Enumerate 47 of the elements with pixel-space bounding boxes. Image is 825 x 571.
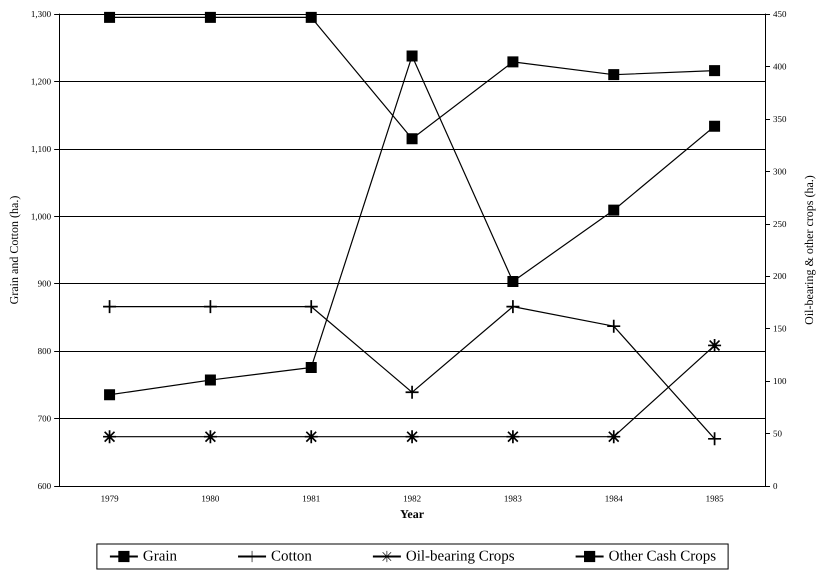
y-tick-label: 1,000 [30,211,52,222]
point [104,389,116,400]
x-tick-label: 1980 [201,494,220,504]
point [406,50,418,62]
point [306,362,317,373]
point [708,338,722,352]
y2-tick-label: 0 [773,481,778,491]
y2-tick-label: 400 [773,61,787,72]
point [709,120,720,132]
y2-tick-label: 100 [773,376,787,386]
y2-tick-label: 200 [773,271,787,282]
y-tick-label: 800 [38,346,52,356]
y-tick-label: 900 [38,278,52,289]
x-tick-label: 1981 [302,494,320,504]
y-tick-label: 1,300 [30,9,52,19]
y-tick-label: 600 [38,481,52,491]
y2-tick-label: 450 [773,9,787,19]
x-tick-label: 1985 [706,494,724,504]
y2-tick-label: 300 [773,166,787,176]
point [507,56,518,68]
x-tick-label: 1979 [100,494,120,504]
point [608,69,620,80]
point [406,133,418,144]
y2-tick-label: 50 [773,428,782,439]
point [204,12,216,23]
point [306,12,317,23]
legend-label: Other Cash Crops [608,548,716,564]
y2-tick-label: 150 [773,324,787,334]
point [608,204,620,216]
point [204,374,216,386]
y2-axis-title: Oil-bearing & other crops (ha.) [802,175,816,325]
y2-tick-label: 250 [773,218,787,229]
point [507,276,518,287]
legend-label: Cotton [271,548,312,564]
legend-label: Grain [142,548,178,564]
legend-label: Oil-bearing Crops [406,548,515,564]
point [104,12,116,23]
y2-tick-label: 350 [773,114,787,124]
x-axis-title: Year [400,507,425,521]
y-tick-label: 700 [38,414,52,424]
y-axis-title: Grain and Cotton (ha.) [7,196,21,304]
x-tick-label: 1984 [604,494,624,504]
y-tick-label: 1,200 [30,76,52,86]
y-tick-label: 1,100 [30,144,52,154]
x-tick-label: 1982 [403,494,422,504]
point [709,65,720,76]
x-tick-label: 1983 [504,494,522,504]
